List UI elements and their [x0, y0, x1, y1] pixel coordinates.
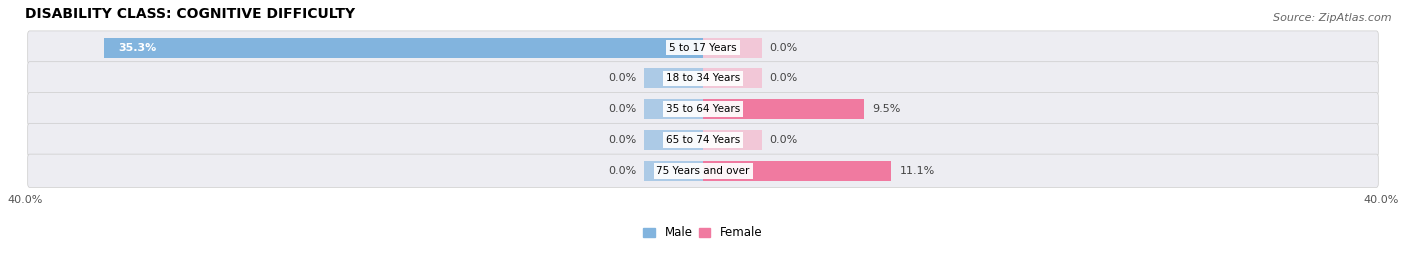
FancyBboxPatch shape: [28, 93, 1378, 126]
Text: 0.0%: 0.0%: [609, 135, 637, 145]
Bar: [703, 130, 762, 150]
Bar: [644, 68, 703, 88]
Text: 35 to 64 Years: 35 to 64 Years: [666, 104, 740, 114]
Bar: [703, 38, 762, 58]
Bar: [703, 68, 762, 88]
Text: 65 to 74 Years: 65 to 74 Years: [666, 135, 740, 145]
Bar: [104, 38, 703, 58]
Bar: [703, 99, 865, 119]
Text: 9.5%: 9.5%: [873, 104, 901, 114]
Text: 75 Years and over: 75 Years and over: [657, 166, 749, 176]
Legend: Male, Female: Male, Female: [638, 222, 768, 244]
Bar: [703, 161, 891, 181]
Text: 0.0%: 0.0%: [769, 73, 797, 83]
Bar: [644, 161, 703, 181]
Text: 11.1%: 11.1%: [900, 166, 935, 176]
Text: 5 to 17 Years: 5 to 17 Years: [669, 43, 737, 52]
FancyBboxPatch shape: [28, 123, 1378, 157]
Bar: [644, 99, 703, 119]
Text: DISABILITY CLASS: COGNITIVE DIFFICULTY: DISABILITY CLASS: COGNITIVE DIFFICULTY: [25, 7, 354, 21]
Text: 0.0%: 0.0%: [609, 73, 637, 83]
Text: 0.0%: 0.0%: [769, 135, 797, 145]
Text: 0.0%: 0.0%: [609, 104, 637, 114]
Text: 35.3%: 35.3%: [118, 43, 156, 52]
FancyBboxPatch shape: [28, 31, 1378, 64]
FancyBboxPatch shape: [28, 62, 1378, 95]
Text: 0.0%: 0.0%: [609, 166, 637, 176]
Text: 0.0%: 0.0%: [769, 43, 797, 52]
Text: Source: ZipAtlas.com: Source: ZipAtlas.com: [1274, 13, 1392, 23]
FancyBboxPatch shape: [28, 154, 1378, 187]
Bar: [644, 130, 703, 150]
Text: 18 to 34 Years: 18 to 34 Years: [666, 73, 740, 83]
